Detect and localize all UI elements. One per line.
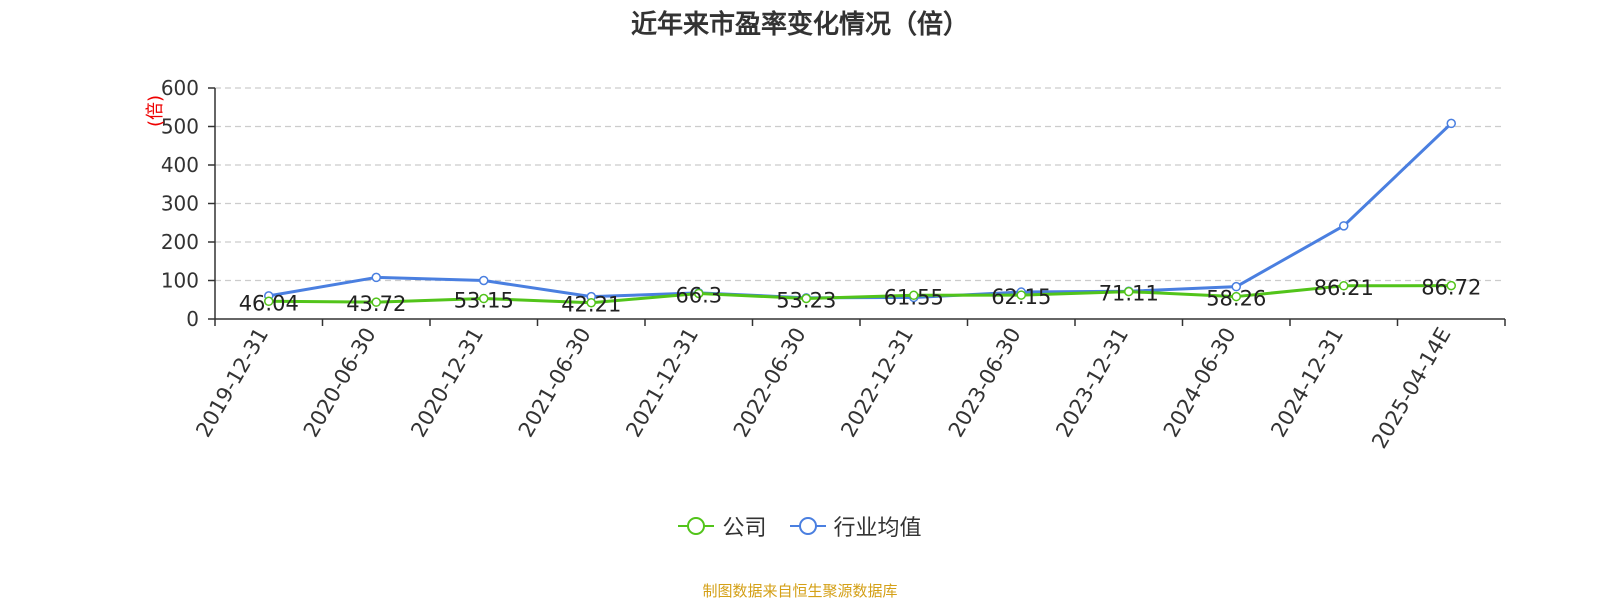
legend-item-company[interactable]: 公司 (678, 510, 767, 542)
y-tick-label: 100 (161, 269, 199, 293)
y-tick-label: 0 (186, 307, 199, 331)
x-tick-label: 2020-12-31 (406, 324, 488, 442)
x-tick-label: 2022-06-30 (729, 324, 811, 442)
x-tick-label: 2023-12-31 (1051, 324, 1133, 442)
y-tick-label: 300 (161, 192, 199, 216)
x-tick-label: 2021-06-30 (514, 324, 596, 442)
x-tick-label: 2024-06-30 (1159, 324, 1241, 442)
data-point (909, 290, 919, 301)
x-tick-label: 2019-12-31 (191, 324, 273, 442)
data-point (1016, 290, 1026, 300)
x-tick-label: 2022-12-31 (836, 324, 918, 442)
y-axis-label: (倍) (145, 95, 166, 127)
chart-title: 近年来市盈率变化情况（倍） (630, 10, 969, 40)
data-label: 71.11 (1099, 282, 1159, 306)
data-point (1446, 118, 1456, 129)
data-label: 61.55 (884, 285, 944, 309)
data-point (801, 293, 811, 304)
line-chart: 0 100 200 300 400 500 600(倍) 2019-12-31 2020-06-… (145, 76, 1506, 453)
source-note: 制图数据来自恒生聚源数据库 (702, 582, 898, 600)
x-tick-label: 2023-06-30 (944, 324, 1026, 442)
data-point (586, 297, 596, 308)
legend-company-marker-icon (678, 517, 715, 535)
data-point (479, 293, 489, 304)
data-point (479, 275, 489, 286)
y-tick-label: 600 (161, 76, 199, 100)
series-line-0 (268, 284, 1452, 305)
data-point (694, 288, 704, 299)
data-label: 62.15 (991, 285, 1051, 309)
data-label: 58.26 (1206, 287, 1266, 311)
data-label: 42.21 (561, 293, 621, 317)
y-tick-label: 500 (161, 115, 199, 139)
data-label: 53.15 (454, 289, 514, 313)
data-point (1231, 291, 1241, 302)
data-point (1124, 286, 1134, 297)
series-lines (264, 118, 1456, 308)
legend: 公司 行业均值 (0, 510, 1600, 542)
data-point (371, 272, 381, 283)
data-label: 86.21 (1314, 276, 1374, 300)
y-tick-label: 400 (161, 153, 199, 177)
data-point (1446, 280, 1456, 291)
data-point (264, 296, 274, 307)
y-tick-label: 200 (161, 230, 199, 254)
data-point (371, 297, 381, 307)
legend-company-label: 公司 (722, 516, 767, 541)
series-line-1 (268, 122, 1453, 300)
legend-industry-label: 行业均值 (833, 516, 922, 541)
data-label: 46.04 (239, 291, 299, 315)
data-label: 86.72 (1421, 276, 1481, 300)
data-point (1339, 281, 1349, 291)
data-point (1231, 281, 1241, 292)
x-tick-label: 2020-06-30 (299, 324, 381, 442)
data-label: 43.72 (346, 292, 406, 316)
data-label: 66.3 (675, 283, 722, 307)
x-tick-label: 2021-12-31 (621, 324, 703, 442)
data-label: 53.23 (776, 289, 836, 313)
legend-industry-marker-icon (789, 517, 826, 535)
axes: 0 100 200 300 400 500 600(倍) 2019-12-31 2020-06-… (145, 76, 1506, 453)
legend-item-industry[interactable]: 行业均值 (789, 510, 922, 542)
data-point (1339, 221, 1349, 231)
x-tick-label: 2024-12-31 (1266, 324, 1348, 442)
grid-lines (215, 87, 1505, 282)
data-labels: 46.04 43.72 53.15 42.21 66.3 53.23 61.55 62.15 7… (239, 276, 1482, 317)
x-tick-label: 2025-04-14E (1367, 324, 1455, 453)
